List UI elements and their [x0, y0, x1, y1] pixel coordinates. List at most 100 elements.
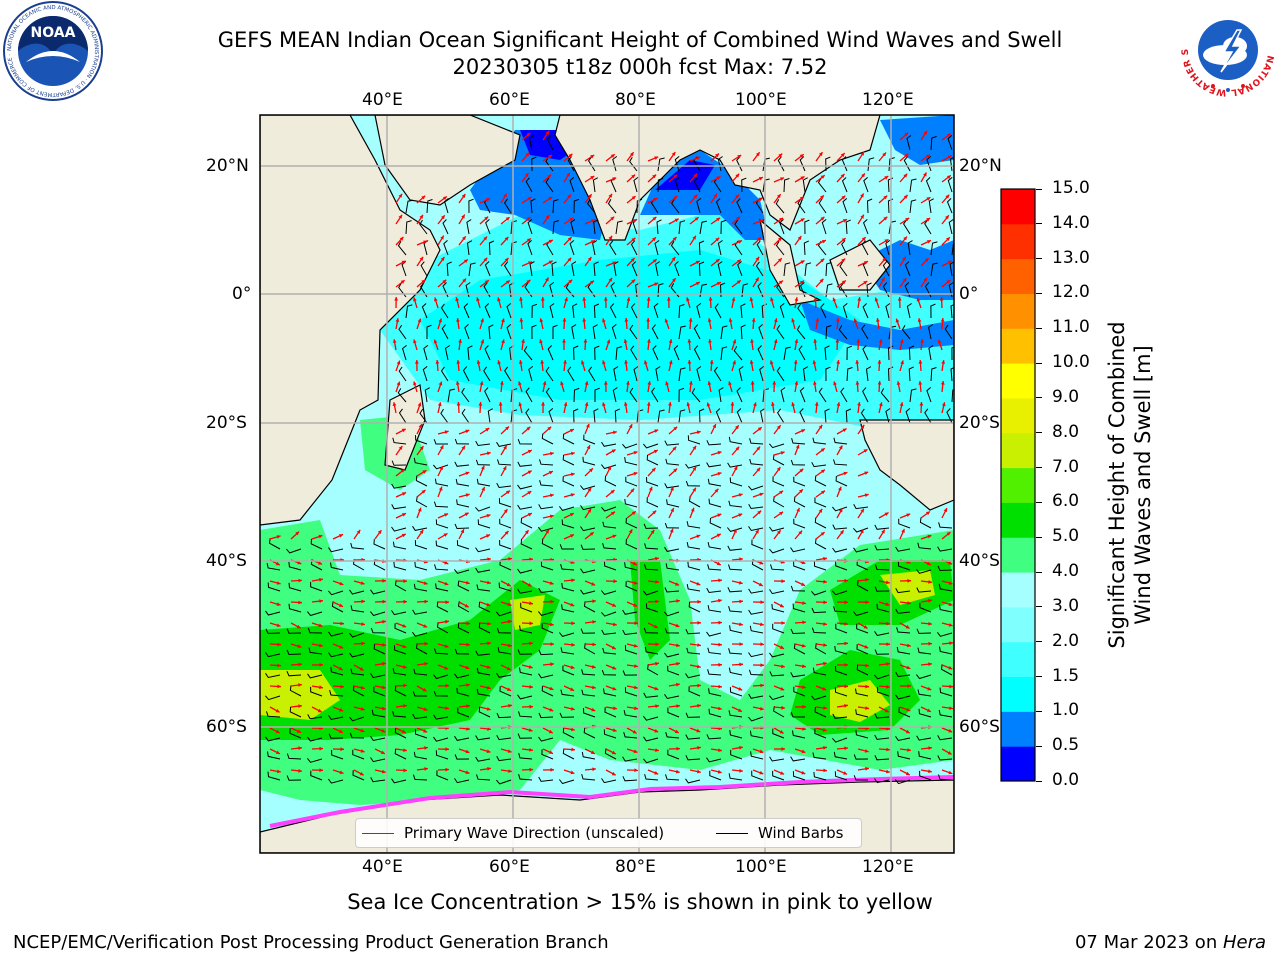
wind-barb [916, 735, 932, 741]
wind-barb [939, 646, 953, 655]
wave-arrow-head [550, 767, 554, 772]
wave-arrow-head [818, 424, 823, 429]
wave-arrow-head [592, 642, 596, 647]
wave-arrow-head [584, 381, 589, 386]
wind-barb [370, 589, 386, 595]
wind-barb [391, 778, 407, 784]
wind-barb [265, 673, 281, 679]
wind-barb [349, 589, 365, 595]
wave-arrow-head [550, 622, 554, 627]
wave-arrow-head [899, 402, 904, 407]
wind-barb [748, 716, 764, 722]
wind-barb [678, 387, 685, 403]
wind-barb [846, 367, 853, 382]
wind-barb [328, 631, 344, 637]
wave-arrow-head [571, 642, 575, 647]
wind-barb [667, 665, 680, 676]
wind-barb [624, 645, 638, 655]
wind-barb [772, 770, 785, 781]
wind-barb [414, 540, 428, 550]
wind-barb [762, 388, 770, 403]
wave-arrow-head [460, 529, 465, 534]
wind-barb [520, 602, 533, 613]
colorbar-segment [1001, 467, 1035, 503]
wind-barb [685, 755, 701, 761]
wind-barb [510, 241, 518, 256]
wave-arrow-head [608, 235, 613, 240]
wave-arrow-head [319, 599, 323, 603]
wave-arrow-head [570, 665, 575, 670]
wind-barb [814, 497, 827, 508]
wave-arrow-head [907, 643, 911, 648]
wind-barb [476, 584, 491, 592]
wind-barb [475, 547, 491, 553]
wave-arrow-head [382, 599, 386, 604]
wind-barb [917, 647, 932, 655]
wave-arrow-head [861, 173, 865, 178]
wind-barb [538, 611, 554, 616]
wind-barb [937, 755, 953, 761]
wave-arrow-head [905, 771, 910, 776]
wind-barb [940, 664, 953, 676]
wave-arrow-head [675, 582, 680, 586]
wind-barb [824, 345, 830, 361]
lat-tick-left: 20°N [206, 156, 249, 176]
wave-arrow-head [503, 445, 507, 450]
wave-arrow-head [528, 261, 533, 265]
wind-barb [835, 560, 848, 571]
wind-barb [728, 667, 743, 676]
wind-barb [581, 751, 596, 760]
wave-arrow-head [417, 402, 422, 407]
wind-barb [793, 476, 806, 487]
wind-barb [629, 156, 638, 172]
wave-arrow-head [465, 749, 470, 754]
wind-barb [468, 198, 474, 214]
wind-barb [286, 775, 302, 781]
wind-barb [773, 496, 785, 508]
wave-arrow-head [486, 707, 491, 711]
wave-arrow-head [823, 622, 827, 626]
wave-arrow-head [714, 488, 719, 493]
wave-arrow-head [592, 620, 596, 624]
lon-tick-bottom: 60°E [489, 857, 530, 877]
wind-barb [825, 325, 832, 340]
wave-arrow-head [630, 258, 635, 262]
wind-barb [559, 779, 575, 785]
wave-arrow-head [779, 490, 784, 495]
wave-arrow-head [435, 360, 440, 364]
wave-arrow-head [860, 508, 864, 513]
wave-arrow-head [941, 402, 946, 407]
wind-barb [751, 539, 764, 550]
wave-arrow-head [498, 402, 503, 406]
wave-arrow-head [773, 339, 778, 344]
wave-arrow-head [796, 507, 800, 512]
wind-barb [916, 628, 932, 634]
wind-barb [435, 583, 449, 592]
wave-arrow-head [487, 727, 491, 731]
wind-barb [650, 387, 659, 403]
wave-arrow-head [841, 280, 846, 285]
wave-arrow-head [652, 237, 656, 242]
wave-arrow-head [548, 239, 553, 244]
wave-arrow-head [928, 580, 932, 584]
wind-barb [552, 220, 559, 235]
wave-arrow-head [781, 621, 785, 625]
wave-arrow-head [779, 730, 784, 734]
wave-arrow-head [948, 581, 953, 585]
wind-barb [937, 565, 953, 572]
wave-arrow-head [916, 297, 921, 302]
wave-arrow-head [758, 177, 763, 181]
wind-barb [503, 198, 512, 214]
wind-barb [793, 643, 806, 655]
wind-barb [833, 437, 848, 445]
wave-arrow-head [738, 513, 743, 517]
wave-arrow-head [584, 402, 589, 407]
wind-barb [267, 751, 281, 760]
wind-barb [646, 497, 659, 508]
wind-barb [349, 732, 365, 739]
wind-barb [779, 303, 785, 319]
wave-arrow-head [717, 450, 722, 455]
wave-arrow-head [945, 215, 949, 220]
wind-barb [454, 569, 470, 574]
wave-arrow-head [823, 746, 827, 750]
